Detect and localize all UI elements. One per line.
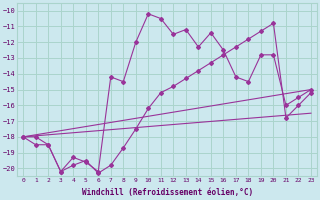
- X-axis label: Windchill (Refroidissement éolien,°C): Windchill (Refroidissement éolien,°C): [82, 188, 252, 197]
